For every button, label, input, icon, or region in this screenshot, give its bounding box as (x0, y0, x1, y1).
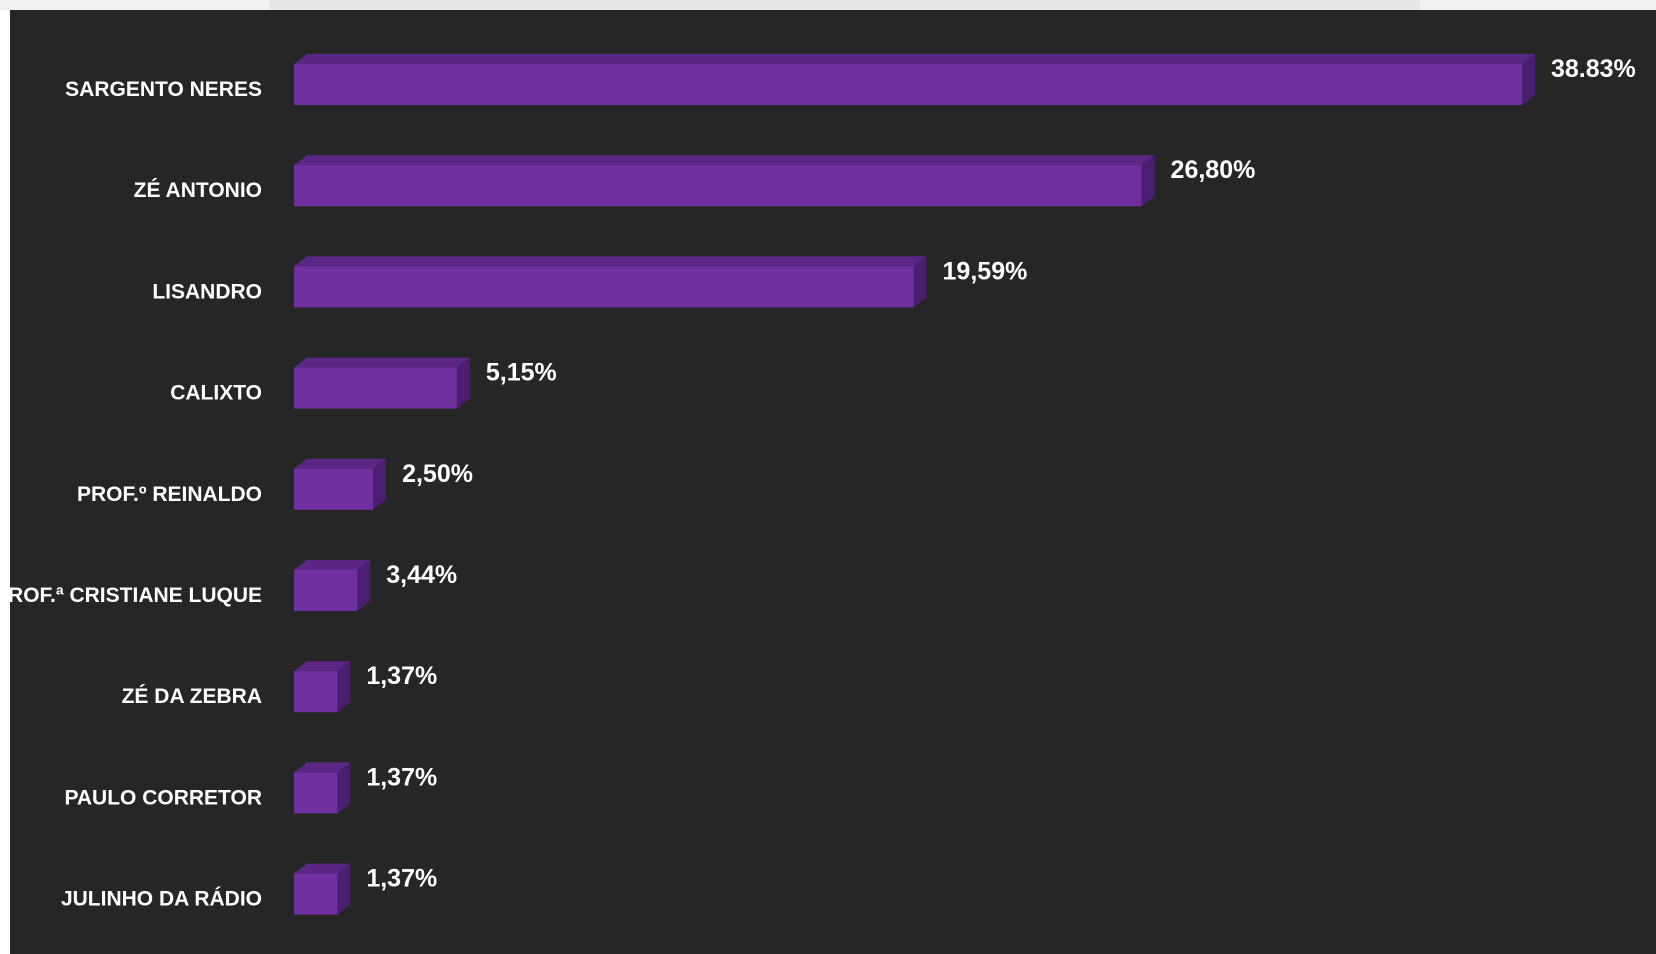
value-label: 26,80% (1171, 156, 1256, 184)
category-label: PAULO CORRETOR (64, 786, 262, 809)
value-label: 38.83% (1551, 55, 1636, 83)
bar-top-face (294, 54, 1535, 64)
top-strip-shade (270, 0, 1420, 10)
category-label: JULINHO DA RÁDIO (61, 888, 262, 911)
bar-group: ZÉ ANTONIO 26,80% (134, 155, 1256, 207)
value-label: 1,37% (366, 662, 437, 690)
value-label: 1,37% (366, 763, 437, 791)
bar (294, 570, 358, 611)
category-label: PROF.º REINALDO (77, 483, 262, 506)
value-label: 3,44% (386, 561, 457, 589)
bar-top-face (294, 155, 1155, 166)
bar-side-face (1141, 155, 1155, 207)
bar-top-face (294, 863, 351, 874)
bar-group: SARGENTO NERES 38.83% (65, 54, 1636, 105)
bar-side-face (337, 762, 351, 814)
bar-group: LISANDRO 19,59% (152, 256, 1028, 308)
bar-top-face (294, 661, 351, 672)
bar (294, 165, 1142, 207)
bar-group: PAULO CORRETOR 1,37% (64, 762, 437, 814)
bar (294, 671, 338, 713)
bar (294, 64, 1522, 105)
value-label: 5,15% (486, 359, 557, 387)
bar-top-face (294, 357, 470, 368)
category-label: PROF.ª CRISTIANE LUQUE (0, 584, 262, 607)
value-label: 19,59% (943, 257, 1028, 285)
value-label: 2,50% (402, 460, 473, 488)
bar (294, 873, 338, 915)
bar-top-face (294, 560, 371, 570)
bar-group: PROF.º REINALDO 2,50% (77, 458, 473, 510)
bar-side-face (1521, 54, 1535, 105)
bar-group: PROF.ª CRISTIANE LUQUE 3,44% (0, 560, 457, 611)
bar (294, 367, 457, 409)
category-label: ZÉ ANTONIO (134, 179, 262, 202)
bar-side-face (357, 560, 371, 611)
bar-side-face (337, 863, 351, 915)
bar (294, 266, 914, 308)
bar-side-face (456, 357, 470, 409)
value-label: 1,37% (366, 865, 437, 893)
bar-group: ZÉ DA ZEBRA 1,37% (122, 661, 437, 713)
bar-side-face (913, 256, 927, 308)
bar (294, 468, 374, 510)
category-label: LISANDRO (152, 280, 262, 303)
bar-top-face (294, 458, 387, 469)
bar-group: JULINHO DA RÁDIO 1,37% (61, 863, 437, 915)
bar-side-face (373, 458, 387, 510)
top-strip (0, 0, 1656, 10)
bar-side-face (337, 661, 351, 713)
category-label: SARGENTO NERES (65, 78, 262, 101)
bar-group: CALIXTO 5,15% (170, 357, 557, 409)
bar-top-face (294, 762, 351, 773)
category-label: ZÉ DA ZEBRA (122, 685, 262, 708)
category-label: CALIXTO (170, 382, 262, 405)
bar-top-face (294, 256, 927, 267)
bar (294, 772, 338, 814)
